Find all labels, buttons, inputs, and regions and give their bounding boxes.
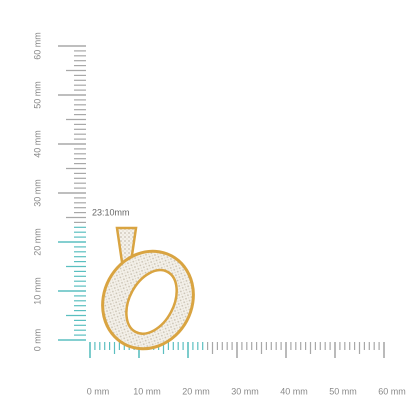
vertical-label: 20 mm: [32, 228, 42, 256]
vertical-label: 10 mm: [32, 277, 42, 305]
vertical-label: 40 mm: [32, 130, 42, 158]
horizontal-label: 30 mm: [231, 386, 259, 396]
ruler-ticks: [58, 45, 385, 358]
measurement-label: 23:10mm: [92, 207, 130, 217]
vertical-label: 50 mm: [32, 81, 42, 109]
horizontal-label: 0 mm: [87, 386, 110, 396]
horizontal-label: 40 mm: [280, 386, 308, 396]
pendant: [101, 226, 195, 351]
vertical-label: 0 mm: [32, 329, 42, 352]
vertical-label: 60 mm: [32, 32, 42, 60]
horizontal-label: 20 mm: [182, 386, 210, 396]
horizontal-label: 60 mm: [378, 386, 406, 396]
horizontal-label: 10 mm: [133, 386, 161, 396]
vertical-label: 30 mm: [32, 179, 42, 207]
horizontal-label: 50 mm: [329, 386, 357, 396]
